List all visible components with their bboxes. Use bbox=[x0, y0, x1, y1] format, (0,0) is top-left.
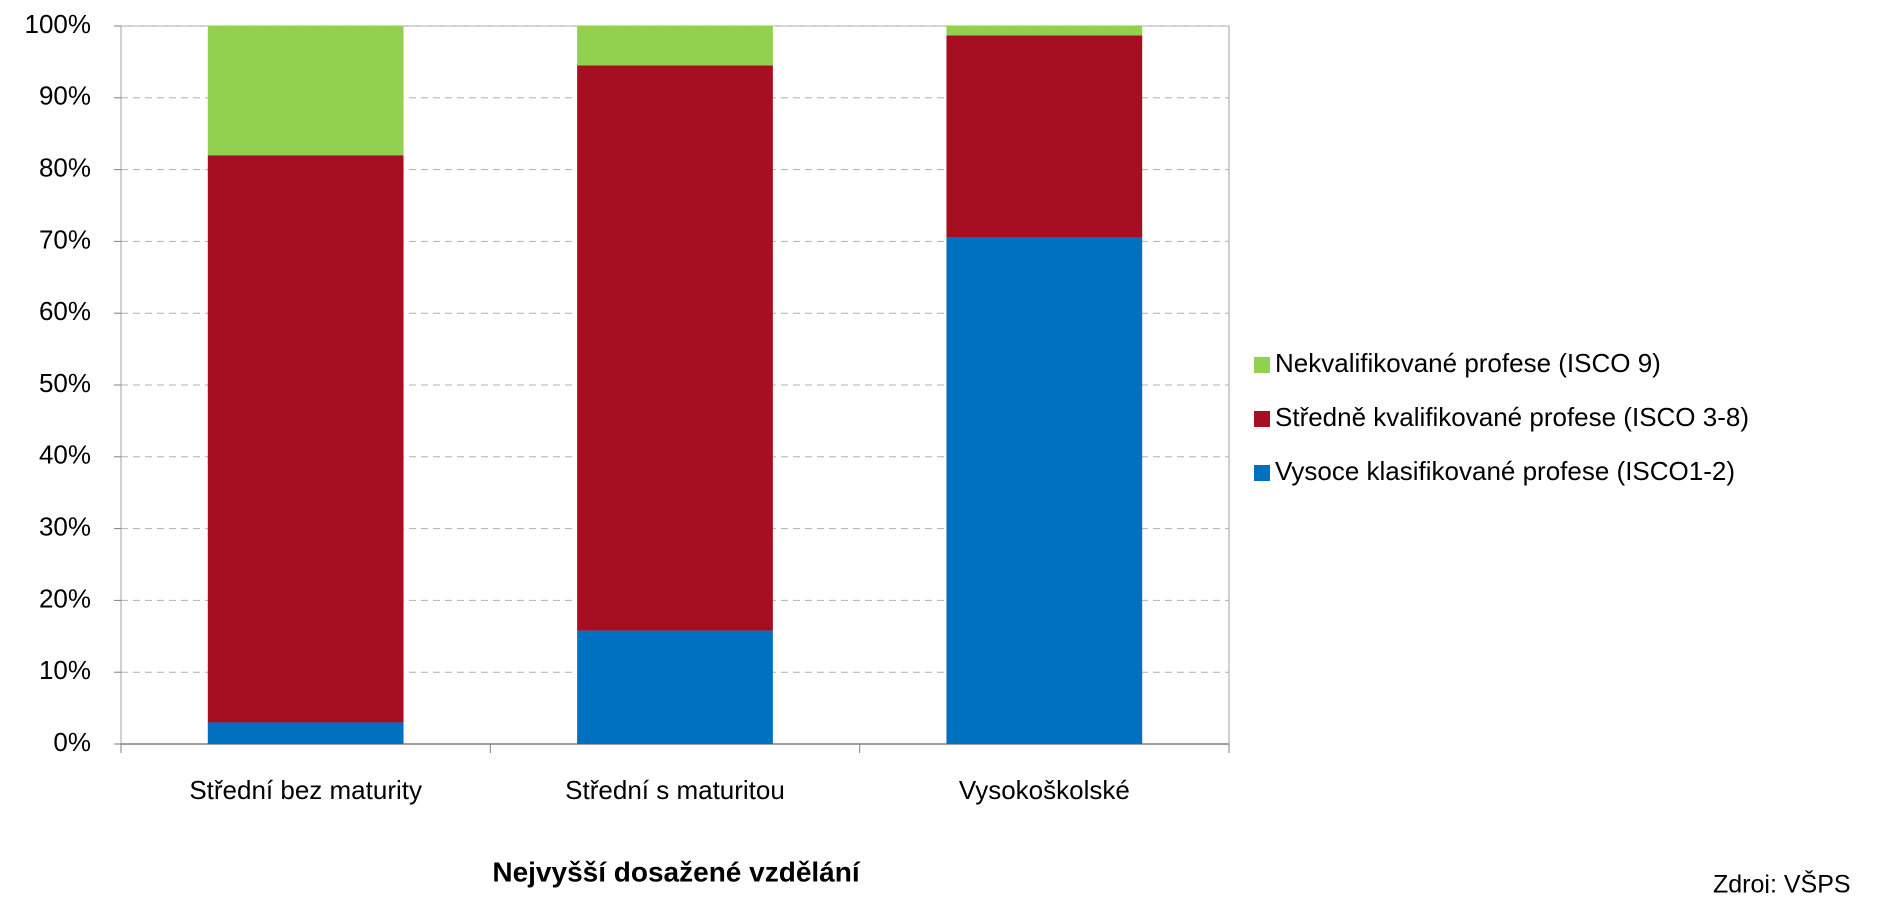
y-tick-label: 50% bbox=[39, 368, 91, 398]
y-tick-label: 10% bbox=[39, 655, 91, 685]
bar-segment bbox=[946, 35, 1143, 238]
bar-segment bbox=[207, 26, 404, 156]
y-tick-label: 80% bbox=[39, 152, 91, 182]
y-tick-label: 90% bbox=[39, 81, 91, 111]
x-axis-title: Nejvyšší dosažené vzdělání bbox=[492, 856, 861, 887]
y-tick-label: 20% bbox=[39, 583, 91, 613]
x-tick-label: Střední s maturitou bbox=[565, 775, 785, 805]
bar-segment bbox=[577, 65, 773, 631]
bar-segment bbox=[577, 26, 773, 66]
source-note: Zdroj: VŠPS bbox=[1713, 870, 1851, 893]
legend-swatch bbox=[1254, 465, 1270, 481]
bar-segment bbox=[946, 26, 1143, 36]
y-tick-label: 100% bbox=[25, 9, 92, 39]
bar-segment bbox=[577, 630, 773, 744]
y-tick-label: 60% bbox=[39, 296, 91, 326]
y-tick-label: 30% bbox=[39, 511, 91, 541]
bar-segment bbox=[207, 722, 404, 744]
bar-segment bbox=[207, 155, 404, 723]
y-tick-label: 0% bbox=[53, 727, 91, 757]
bar-segment bbox=[946, 237, 1143, 744]
x-tick-label: Vysokoškolské bbox=[959, 775, 1130, 805]
legend-label: Vysoce klasifikované profese (ISCO1-2) bbox=[1275, 456, 1735, 486]
legend-label: Nekvalifikované profese (ISCO 9) bbox=[1275, 348, 1661, 378]
x-tick-label: Střední bez maturity bbox=[189, 775, 422, 805]
legend-swatch bbox=[1254, 357, 1270, 373]
y-tick-label: 40% bbox=[39, 440, 91, 470]
y-tick-label: 70% bbox=[39, 224, 91, 254]
legend-swatch bbox=[1254, 411, 1270, 427]
legend-label: Středně kvalifikované profese (ISCO 3-8) bbox=[1275, 402, 1749, 432]
